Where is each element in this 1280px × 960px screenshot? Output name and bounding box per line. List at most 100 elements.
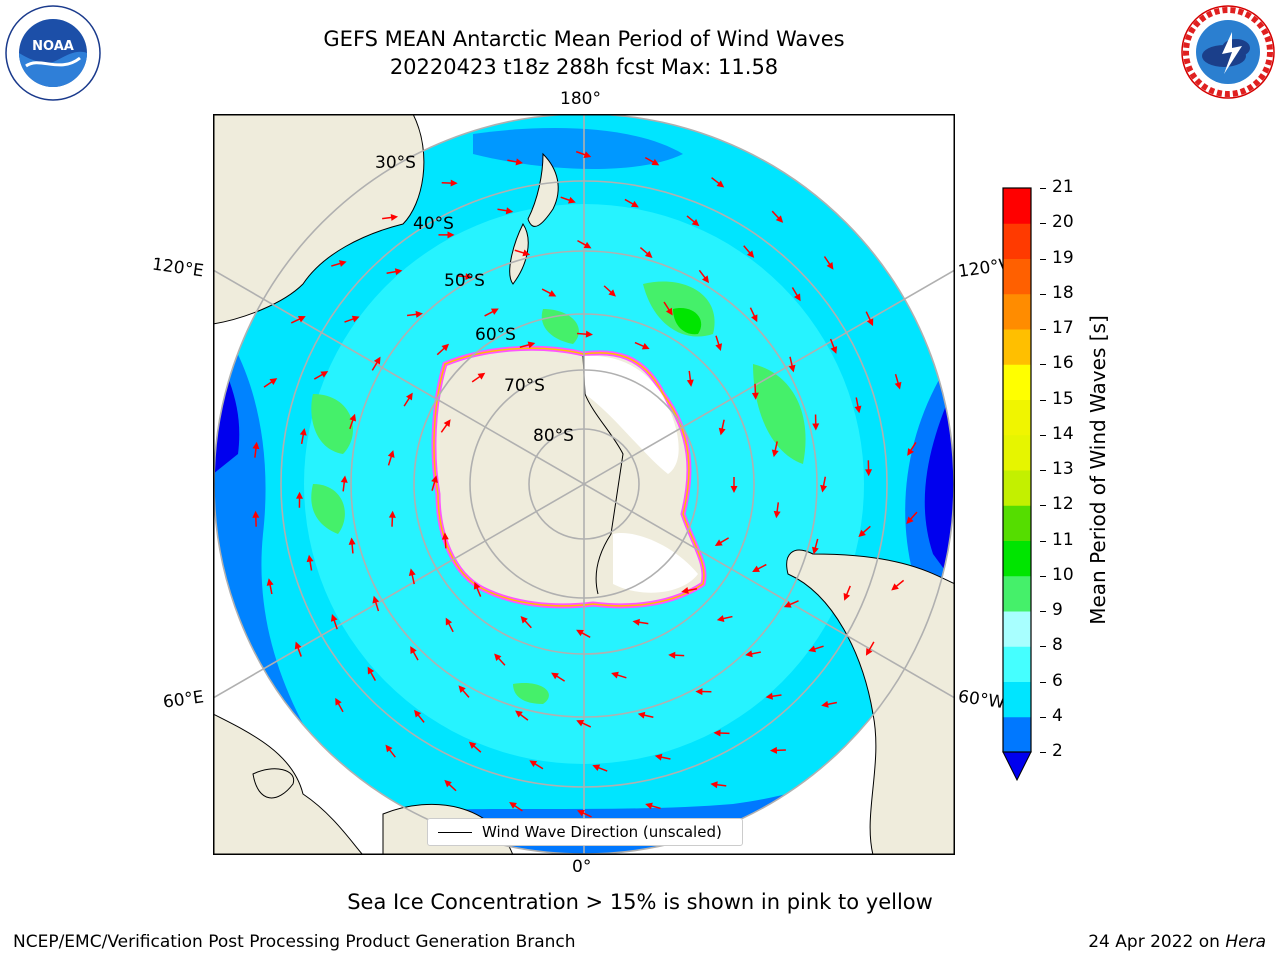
colorbar [1002, 187, 1032, 782]
colorbar-tick-mark [1040, 364, 1046, 366]
wave-direction-arrow [520, 615, 532, 629]
wave-direction-arrow [519, 341, 536, 349]
wave-direction-arrow [749, 307, 758, 323]
colorbar-tick-label: 14 [1052, 423, 1074, 444]
wave-direction-arrow [406, 310, 423, 318]
wave-direction-arrow [773, 502, 781, 519]
wave-direction-arrow [509, 801, 523, 812]
wave-direction-arrow [560, 196, 576, 204]
colorbar-bin [1003, 258, 1031, 295]
wave-direction-arrow [865, 311, 874, 327]
wave-direction-arrow [445, 617, 454, 633]
wave-direction-arrow [575, 150, 592, 158]
colorbar-tick-mark [1040, 293, 1046, 295]
wave-direction-arrow [266, 578, 274, 595]
wave-direction-arrow [698, 269, 710, 284]
wave-direction-arrow [644, 156, 660, 166]
legend-line-swatch [438, 831, 472, 833]
colorbar-tick-mark [1040, 329, 1046, 330]
wave-direction-arrow [386, 268, 403, 276]
ross-ice-shelf [583, 355, 679, 474]
lat-label-30s: 30°S [375, 153, 416, 173]
colorbar-tick-mark [1040, 470, 1046, 471]
wave-direction-arrow [714, 537, 730, 546]
wave-direction-arrow [718, 419, 726, 436]
colorbar-bin [1003, 611, 1031, 647]
wave-direction-arrow [854, 397, 862, 414]
wave-direction-arrow [471, 372, 486, 383]
wave-direction-arrow [668, 651, 685, 659]
wave-direction-arrow [654, 753, 671, 761]
wave-direction-arrow [456, 273, 473, 281]
wave-direction-arrow [299, 428, 307, 445]
nws-logo [1181, 5, 1275, 99]
wave-direction-arrow [372, 595, 380, 612]
colorbar-tick-label: 11 [1052, 529, 1074, 550]
colorbar-tick-mark [1040, 505, 1046, 507]
wave-direction-arrow [576, 330, 593, 338]
colorbar-bin [1003, 364, 1031, 400]
wave-direction-arrow [388, 510, 396, 527]
colorbar-under-arrow [1002, 751, 1032, 782]
colorbar-tick-mark [1040, 434, 1046, 436]
wave-direction-arrow [611, 671, 627, 679]
wave-direction-arrow [436, 343, 450, 356]
wave-direction-arrow [710, 781, 727, 789]
colorbar-tick-mark [1040, 223, 1046, 225]
wave-direction-arrow [382, 213, 399, 221]
wave-direction-arrow [812, 538, 819, 555]
colorbar-tick-label: 21 [1052, 177, 1074, 197]
wave-direction-arrow [473, 581, 482, 597]
wave-direction-arrow [743, 245, 755, 258]
lon-label-0: 0° [572, 857, 592, 877]
wave-direction-arrow [263, 378, 278, 388]
lon-label-120e: 120°E [150, 254, 205, 282]
colorbar-tick-label: 12 [1052, 494, 1074, 515]
colorbar-tick-mark [1040, 188, 1046, 189]
wave-direction-arrow [367, 666, 377, 681]
wave-direction-arrow [894, 373, 902, 390]
wave-direction-arrow [752, 563, 767, 572]
wind-wave-arrows [252, 150, 918, 818]
wave-direction-arrow [577, 239, 592, 249]
polar-map: 30°S 40°S 50°S 60°S 70°S 80°S [213, 114, 955, 855]
wave-direction-arrow [306, 554, 314, 571]
wave-direction-arrow [529, 760, 544, 770]
wave-direction-arrow [441, 532, 449, 549]
wave-direction-arrow [603, 285, 616, 297]
colorbar-tick-label: 9 [1052, 600, 1063, 620]
wave-direction-arrow [769, 746, 786, 754]
noaa-logo-text: NOAA [32, 39, 74, 54]
colorbar-bin [1003, 646, 1031, 682]
lat-label-70s: 70°S [504, 376, 545, 396]
wave-direction-arrow [468, 741, 482, 753]
wave-direction-arrow [577, 809, 592, 818]
colorbar-tick-mark [1040, 611, 1046, 612]
wave-direction-arrow [765, 692, 782, 700]
antarctica [431, 345, 707, 609]
weddell-ice [613, 533, 698, 593]
wave-direction-arrow [715, 335, 723, 351]
colorbar-tick-label: 17 [1052, 318, 1074, 338]
colorbar-bin [1003, 575, 1031, 612]
wave-direction-arrow [252, 441, 260, 458]
lat-label-60s: 60°S [475, 325, 516, 345]
footer-machine: Hera [1225, 932, 1266, 952]
wave-direction-arrow [335, 697, 344, 713]
wave-direction-arrow [624, 198, 639, 208]
wave-direction-arrow [252, 510, 260, 527]
wave-direction-arrow [637, 711, 654, 719]
colorbar-label: Mean Period of Wind Waves [s] [1086, 315, 1110, 625]
colorbar-bin [1003, 399, 1031, 436]
legend-label: Wind Wave Direction (unscaled) [482, 823, 722, 841]
wave-direction-arrow [823, 256, 834, 270]
colorbar-tick-label: 19 [1052, 247, 1074, 268]
noaa-logo: NOAA [5, 5, 101, 101]
wave-direction-arrow [371, 356, 381, 371]
colorbar-bin [1003, 434, 1031, 471]
wave-direction-arrow [645, 802, 661, 810]
wave-direction-arrow [494, 653, 506, 666]
wave-direction-arrow [551, 672, 566, 682]
wave-direction-arrow [812, 414, 820, 431]
wave-direction-arrow [865, 460, 873, 477]
